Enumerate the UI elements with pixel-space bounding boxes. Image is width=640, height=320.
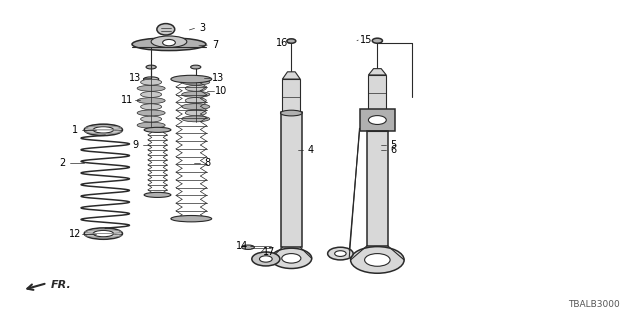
Text: 3: 3 (199, 23, 205, 33)
Text: 1: 1 (72, 125, 77, 135)
Ellipse shape (185, 85, 206, 91)
Ellipse shape (280, 110, 302, 116)
Ellipse shape (157, 24, 175, 35)
Text: FR.: FR. (51, 280, 72, 290)
Ellipse shape (182, 116, 210, 122)
Ellipse shape (141, 92, 162, 97)
Ellipse shape (188, 77, 204, 81)
Text: 10: 10 (215, 86, 227, 96)
Bar (281, 112, 301, 247)
Text: 8: 8 (204, 158, 211, 168)
Ellipse shape (84, 124, 122, 136)
Text: 16: 16 (276, 38, 288, 48)
Circle shape (282, 253, 301, 263)
Bar (369, 75, 387, 109)
Ellipse shape (141, 104, 162, 110)
Polygon shape (369, 69, 387, 75)
Text: 12: 12 (68, 228, 81, 239)
Ellipse shape (93, 127, 113, 133)
Text: 7: 7 (212, 40, 218, 50)
Ellipse shape (151, 36, 187, 47)
Text: TBALB3000: TBALB3000 (568, 300, 620, 309)
Ellipse shape (137, 122, 165, 128)
Circle shape (351, 247, 404, 273)
Circle shape (369, 116, 387, 124)
Text: 13: 13 (212, 73, 224, 83)
Circle shape (328, 247, 353, 260)
Circle shape (271, 248, 312, 268)
Ellipse shape (185, 110, 206, 116)
Ellipse shape (171, 75, 212, 83)
Ellipse shape (163, 39, 175, 46)
Ellipse shape (287, 39, 296, 43)
Circle shape (259, 256, 272, 262)
Ellipse shape (144, 127, 171, 132)
Text: 17: 17 (263, 247, 275, 257)
Text: 6: 6 (390, 145, 396, 155)
Text: 5: 5 (390, 140, 396, 150)
Circle shape (365, 253, 390, 266)
Ellipse shape (182, 92, 210, 97)
Text: 13: 13 (129, 73, 141, 83)
Text: 4: 4 (307, 146, 314, 156)
Bar (367, 132, 388, 246)
Ellipse shape (191, 65, 201, 69)
Text: 15: 15 (360, 35, 372, 45)
Ellipse shape (144, 192, 171, 197)
Ellipse shape (185, 98, 206, 103)
Ellipse shape (132, 38, 206, 51)
Text: 9: 9 (132, 140, 138, 150)
Bar (360, 108, 395, 132)
Ellipse shape (182, 79, 210, 85)
Ellipse shape (372, 38, 383, 43)
Ellipse shape (137, 98, 165, 104)
Ellipse shape (137, 85, 165, 91)
Circle shape (335, 251, 346, 256)
Ellipse shape (143, 77, 159, 81)
Ellipse shape (137, 110, 165, 116)
Text: 14: 14 (236, 241, 248, 251)
Ellipse shape (93, 230, 113, 237)
Ellipse shape (84, 228, 122, 239)
Text: 11: 11 (122, 95, 134, 105)
Ellipse shape (146, 65, 156, 69)
Polygon shape (282, 72, 300, 79)
Circle shape (252, 252, 280, 266)
Ellipse shape (182, 104, 210, 109)
Text: 2: 2 (59, 158, 65, 168)
Ellipse shape (141, 79, 162, 85)
Ellipse shape (141, 116, 162, 122)
Ellipse shape (171, 215, 212, 222)
Ellipse shape (242, 245, 254, 250)
Bar (282, 79, 300, 112)
